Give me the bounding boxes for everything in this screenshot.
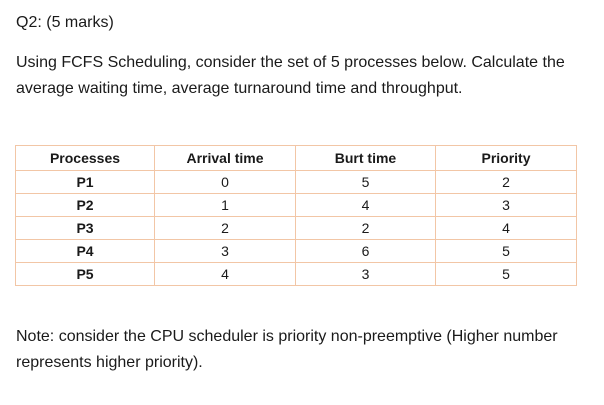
table-header-row: Processes Arrival time Burt time Priorit… bbox=[15, 145, 577, 171]
table-row: P4 3 6 5 bbox=[15, 239, 577, 263]
cell-arrival-time: 0 bbox=[154, 170, 296, 194]
cell-priority: 2 bbox=[435, 170, 577, 194]
cell-process: P3 bbox=[15, 216, 155, 240]
cell-priority: 4 bbox=[435, 216, 577, 240]
cell-arrival-time: 4 bbox=[154, 262, 296, 286]
cell-burst-time: 2 bbox=[295, 216, 436, 240]
question-prompt: Using FCFS Scheduling, consider the set … bbox=[16, 54, 565, 97]
cell-process: P5 bbox=[15, 262, 155, 286]
cell-arrival-time: 2 bbox=[154, 216, 296, 240]
process-table-container: Processes Arrival time Burt time Priorit… bbox=[15, 145, 577, 286]
process-table: Processes Arrival time Burt time Priorit… bbox=[15, 145, 577, 286]
cell-arrival-time: 3 bbox=[154, 239, 296, 263]
table-row: P5 4 3 5 bbox=[15, 262, 577, 286]
header-burst-time: Burt time bbox=[295, 145, 436, 171]
cell-priority: 5 bbox=[435, 262, 577, 286]
header-processes: Processes bbox=[15, 145, 155, 171]
cell-arrival-time: 1 bbox=[154, 193, 296, 217]
header-arrival-time: Arrival time bbox=[154, 145, 296, 171]
cell-priority: 5 bbox=[435, 239, 577, 263]
cell-process: P2 bbox=[15, 193, 155, 217]
cell-burst-time: 6 bbox=[295, 239, 436, 263]
cell-process: P4 bbox=[15, 239, 155, 263]
cell-burst-time: 3 bbox=[295, 262, 436, 286]
table-row: P1 0 5 2 bbox=[15, 170, 577, 194]
cell-priority: 3 bbox=[435, 193, 577, 217]
table-row: P3 2 2 4 bbox=[15, 216, 577, 240]
table-row: P2 1 4 3 bbox=[15, 193, 577, 217]
question-heading: Q2: (5 marks) bbox=[16, 14, 114, 31]
cell-process: P1 bbox=[15, 170, 155, 194]
scheduler-note: Note: consider the CPU scheduler is prio… bbox=[16, 328, 558, 371]
cell-burst-time: 4 bbox=[295, 193, 436, 217]
cell-burst-time: 5 bbox=[295, 170, 436, 194]
header-priority: Priority bbox=[435, 145, 577, 171]
